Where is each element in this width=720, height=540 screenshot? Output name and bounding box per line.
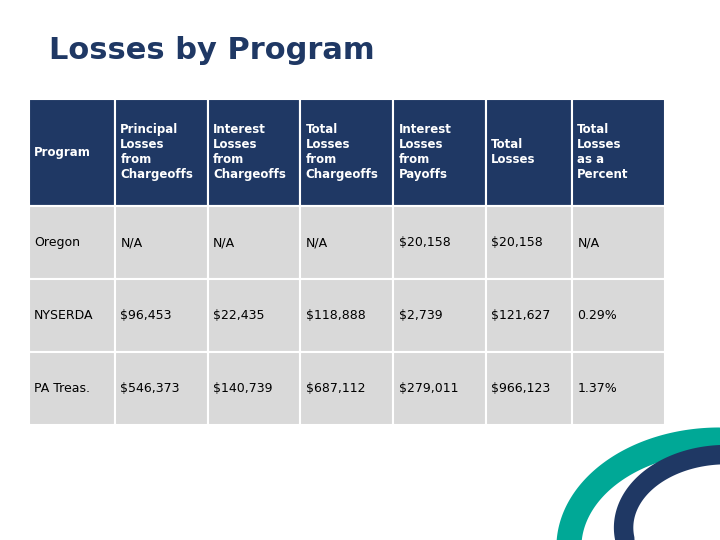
Text: Program: Program: [35, 146, 91, 159]
Bar: [572, 352, 665, 426]
Text: $546,373: $546,373: [120, 382, 180, 395]
Bar: [393, 279, 486, 352]
Text: $687,112: $687,112: [306, 382, 365, 395]
Text: $118,888: $118,888: [306, 309, 366, 322]
Bar: [486, 99, 572, 206]
Bar: [115, 279, 207, 352]
Bar: [29, 206, 115, 279]
Text: Interest
Losses
from
Payoffs: Interest Losses from Payoffs: [398, 124, 451, 181]
Text: Total
Losses: Total Losses: [491, 138, 536, 166]
Text: Oregon: Oregon: [35, 236, 80, 249]
Bar: [29, 279, 115, 352]
Text: 0.29%: 0.29%: [577, 309, 617, 322]
Text: Total
Losses
from
Chargeoffs: Total Losses from Chargeoffs: [306, 124, 379, 181]
Text: $22,435: $22,435: [213, 309, 264, 322]
Text: Interest
Losses
from
Chargeoffs: Interest Losses from Chargeoffs: [213, 124, 286, 181]
Bar: [207, 206, 300, 279]
Bar: [300, 352, 393, 426]
Bar: [300, 279, 393, 352]
Text: PA Treas.: PA Treas.: [35, 382, 90, 395]
Bar: [207, 352, 300, 426]
Bar: [300, 99, 393, 206]
Bar: [207, 279, 300, 352]
Text: N/A: N/A: [577, 236, 600, 249]
Bar: [486, 206, 572, 279]
Text: N/A: N/A: [120, 236, 143, 249]
Bar: [393, 99, 486, 206]
Bar: [29, 352, 115, 426]
Text: N/A: N/A: [213, 236, 235, 249]
Text: 1.37%: 1.37%: [577, 382, 617, 395]
Bar: [300, 206, 393, 279]
Bar: [115, 206, 207, 279]
Bar: [207, 99, 300, 206]
Bar: [393, 206, 486, 279]
Text: $2,739: $2,739: [398, 309, 442, 322]
Bar: [572, 99, 665, 206]
Text: N/A: N/A: [306, 236, 328, 249]
Text: Principal
Losses
from
Chargeoffs: Principal Losses from Chargeoffs: [120, 124, 193, 181]
Text: $20,158: $20,158: [491, 236, 543, 249]
Text: $96,453: $96,453: [120, 309, 172, 322]
Bar: [115, 352, 207, 426]
Text: $966,123: $966,123: [491, 382, 551, 395]
Text: Total
Losses
as a
Percent: Total Losses as a Percent: [577, 124, 629, 181]
Bar: [29, 99, 115, 206]
Bar: [486, 352, 572, 426]
Text: $121,627: $121,627: [491, 309, 551, 322]
Text: $20,158: $20,158: [398, 236, 450, 249]
Text: NYSERDA: NYSERDA: [35, 309, 94, 322]
Bar: [393, 352, 486, 426]
Text: Losses by Program: Losses by Program: [49, 36, 375, 64]
Bar: [572, 206, 665, 279]
Bar: [486, 279, 572, 352]
Bar: [572, 279, 665, 352]
Text: $279,011: $279,011: [398, 382, 458, 395]
Text: $140,739: $140,739: [213, 382, 273, 395]
Bar: [115, 99, 207, 206]
